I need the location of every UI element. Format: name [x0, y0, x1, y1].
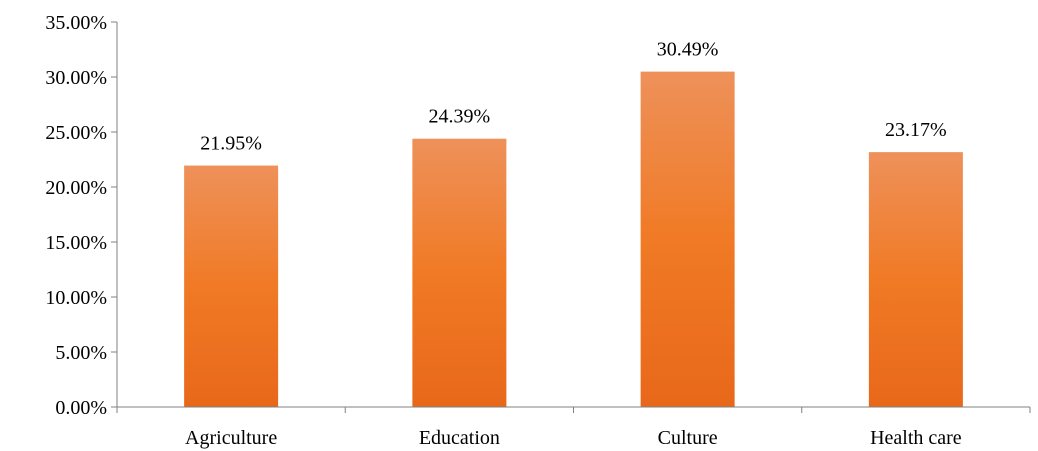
y-tick-label: 10.00%	[45, 287, 107, 309]
x-axis-labels: Agriculture Education Culture Health care	[185, 427, 962, 449]
x-category-label: Culture	[658, 427, 718, 449]
data-label: 23.17%	[885, 119, 947, 141]
x-category-label: Health care	[870, 427, 962, 449]
bar-health-care	[868, 152, 963, 407]
bars-group	[184, 71, 963, 408]
y-tick-label: 5.00%	[55, 342, 107, 364]
bar-education	[412, 138, 507, 407]
data-label: 24.39%	[429, 106, 491, 128]
y-tick-label: 20.00%	[45, 177, 107, 199]
y-tick-label: 35.00%	[45, 12, 107, 34]
y-tick-label: 30.00%	[45, 67, 107, 89]
y-axis-ticks: 0.00% 5.00% 10.00% 15.00% 20.00% 25.00% 30.00%…	[45, 12, 117, 419]
y-tick-label: 0.00%	[55, 397, 107, 419]
x-category-label: Education	[419, 427, 500, 449]
bar-culture	[640, 71, 735, 408]
y-tick-label: 25.00%	[45, 122, 107, 144]
bar-agriculture	[184, 165, 279, 407]
data-labels-group: 21.95% 24.39% 30.49% 23.17%	[200, 39, 946, 155]
y-tick-label: 15.00%	[45, 232, 107, 254]
data-label: 30.49%	[657, 39, 719, 61]
x-category-label: Agriculture	[185, 427, 277, 449]
data-label: 21.95%	[200, 133, 262, 155]
axes-group	[116, 22, 1031, 413]
